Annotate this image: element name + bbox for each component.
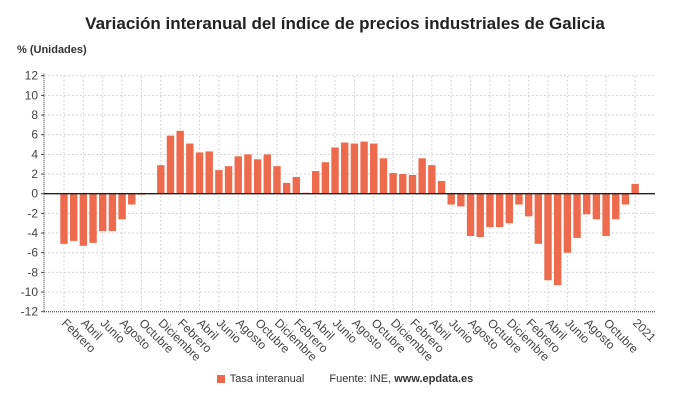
y-tick-label: -10 <box>21 285 39 299</box>
bar <box>195 152 204 194</box>
bar <box>621 193 630 205</box>
bar <box>544 193 552 281</box>
bar <box>186 143 194 194</box>
y-tick-label: -6 <box>27 246 38 260</box>
bar <box>166 135 175 194</box>
bar <box>466 193 475 236</box>
bar <box>370 143 378 194</box>
bar <box>495 193 504 228</box>
bar <box>408 175 417 194</box>
bar <box>292 176 301 194</box>
bar <box>99 193 107 232</box>
bar <box>89 193 97 243</box>
y-tick-label: 6 <box>31 128 38 142</box>
y-tick-label: -8 <box>27 265 38 279</box>
bar <box>631 183 639 194</box>
bar <box>573 193 581 238</box>
bar <box>524 193 533 217</box>
bar <box>311 171 320 194</box>
bar <box>234 156 242 194</box>
bar <box>379 158 388 194</box>
bar <box>428 165 436 194</box>
bar <box>263 154 271 194</box>
y-tick-label: -2 <box>27 206 38 220</box>
bar <box>79 193 88 246</box>
bar <box>253 159 262 194</box>
y-tick-label: 2 <box>31 167 38 181</box>
y-tick-label: 10 <box>25 88 39 102</box>
bar <box>553 193 562 286</box>
chart-title: Variación interanual del índice de preci… <box>85 14 605 33</box>
bar <box>244 154 252 194</box>
bar <box>128 193 136 205</box>
legend: Tasa interanual Fuente: INE, www.epdata.… <box>0 373 690 385</box>
y-tick-label: 4 <box>31 147 38 161</box>
bar <box>389 173 397 194</box>
bar <box>457 193 465 207</box>
y-tick-label: 0 <box>31 187 38 201</box>
bar <box>215 170 223 194</box>
bar <box>583 193 591 215</box>
bar <box>592 193 601 220</box>
bar <box>321 162 330 194</box>
bar <box>224 166 233 194</box>
bar <box>418 158 426 194</box>
bar <box>108 193 117 232</box>
y-tick-label: -4 <box>27 226 38 240</box>
y-tick-label: 8 <box>31 108 38 122</box>
bar <box>331 147 339 194</box>
bar <box>437 180 446 194</box>
bar <box>612 193 620 220</box>
bar <box>515 193 523 205</box>
y-axis-label: % (Unidades) <box>17 44 87 56</box>
bar <box>476 193 484 237</box>
bar <box>602 193 610 236</box>
bar <box>157 165 165 194</box>
bar <box>534 193 543 244</box>
bar <box>350 143 359 194</box>
bar <box>360 141 368 194</box>
bar <box>282 182 291 194</box>
y-tick-label: -12 <box>21 305 39 319</box>
bar <box>563 193 572 253</box>
bar <box>341 142 349 194</box>
legend-swatch <box>216 375 225 383</box>
bar <box>205 151 213 194</box>
source-text: Fuente: INE, <box>329 373 392 385</box>
bar <box>399 174 407 194</box>
bar <box>69 193 78 241</box>
y-tick-label: 12 <box>25 69 39 83</box>
bar <box>505 193 513 224</box>
bar <box>118 193 126 220</box>
bar <box>273 166 281 194</box>
bar <box>486 193 494 228</box>
source-link[interactable]: www.epdata.es <box>394 373 474 385</box>
bar <box>60 193 68 244</box>
bar <box>447 193 455 205</box>
legend-label: Tasa interanual <box>229 373 305 385</box>
bar <box>176 130 184 194</box>
